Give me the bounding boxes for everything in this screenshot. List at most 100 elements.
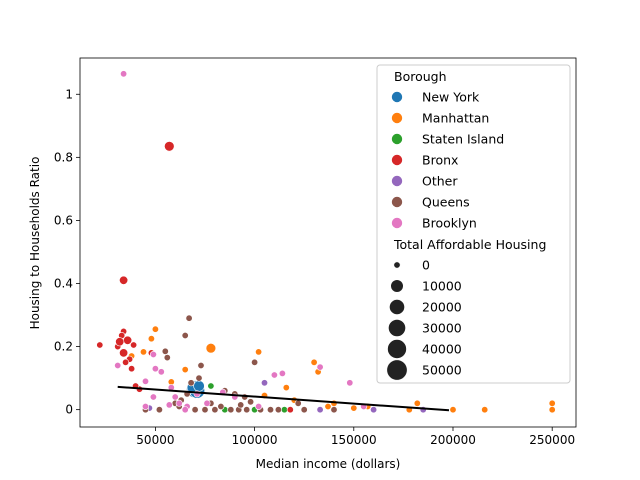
point-bronx-7: [115, 337, 125, 347]
point-brooklyn-1: [149, 350, 157, 358]
point-manhattan-4: [140, 348, 148, 356]
x-tick-label: 50000: [136, 433, 174, 447]
legend-hue-title: Borough: [394, 69, 447, 84]
point-other-0: [260, 379, 268, 387]
legend-label: New York: [422, 90, 480, 105]
point-brooklyn-5: [142, 377, 150, 385]
point-brooklyn-23: [181, 406, 189, 414]
point-manhattan-19: [548, 406, 556, 414]
x-axis-label: Median income (dollars): [256, 457, 401, 471]
legend-size-label: 10000: [422, 279, 462, 294]
legend-frame: [376, 64, 571, 384]
legend-size-marker: [386, 359, 408, 381]
legend-marker: [391, 133, 403, 145]
legend-marker: [391, 196, 403, 208]
point-queens-28: [237, 401, 245, 409]
point-brooklyn-21: [142, 402, 150, 410]
legend-marker: [391, 112, 403, 124]
point-queens-3: [181, 331, 189, 339]
y-tick-label: 0: [65, 403, 73, 417]
trend-layer: [117, 385, 450, 412]
point-bronx-12: [128, 365, 136, 373]
point-queens-23: [294, 399, 302, 407]
point-other-3: [316, 406, 324, 414]
point-manhattan-20: [548, 399, 556, 407]
legend-size-marker: [389, 299, 405, 315]
y-tick-label: 0.6: [54, 213, 73, 227]
legend-marker: [391, 154, 403, 166]
point-brooklyn-0: [120, 70, 128, 78]
point-brooklyn-14: [278, 369, 286, 377]
point-queens-14: [191, 406, 199, 414]
y-axis-label: Housing to Households Ratio: [28, 157, 42, 330]
point-queens-19: [243, 406, 251, 414]
legend-marker: [391, 91, 403, 103]
legend-label: Queens: [422, 195, 470, 210]
point-brooklyn-22: [149, 393, 157, 401]
point-queens-27: [217, 402, 225, 410]
legend-size-marker: [387, 339, 407, 359]
x-tick-label: 100000: [232, 433, 278, 447]
point-new-york-3: [193, 380, 205, 392]
point-manhattan-3: [255, 348, 263, 356]
point-queens-24: [330, 406, 338, 414]
point-bronx-9: [119, 348, 129, 358]
point-manhattan-17: [449, 406, 457, 414]
x-tick-label: 250000: [529, 433, 575, 447]
y-tick-label: 1: [65, 87, 73, 101]
legend-size-title: Total Affordable Housing: [393, 237, 546, 252]
point-queens-22: [274, 406, 282, 414]
legend-size-label: 0: [422, 258, 430, 273]
y-tick-label: 0.2: [54, 340, 73, 354]
legend-size-label: 50000: [422, 363, 462, 378]
point-bronx-8: [130, 341, 138, 349]
y-tick-label: 0.4: [54, 277, 73, 291]
legend-size-marker: [393, 261, 401, 269]
point-brooklyn-7: [171, 393, 179, 401]
y-tick-label: 0.8: [54, 150, 73, 164]
point-manhattan-0: [151, 325, 159, 333]
legend-size-marker: [388, 319, 406, 337]
point-brooklyn-20: [255, 402, 263, 410]
point-staten-island-1: [280, 406, 288, 414]
points-layer: [96, 70, 556, 414]
point-queens-1: [161, 347, 169, 355]
point-brooklyn-2: [151, 365, 159, 373]
point-queens-15: [201, 406, 209, 414]
point-queens-17: [227, 406, 235, 414]
point-manhattan-10: [282, 384, 290, 392]
point-bronx-1: [119, 275, 129, 285]
point-bronx-5: [96, 341, 104, 349]
x-ticks: 50000 100000 150000 200000 250000: [136, 427, 575, 447]
legend-label: Staten Island: [422, 132, 504, 147]
point-manhattan-2: [205, 343, 217, 354]
point-queens-5: [251, 358, 259, 366]
point-manhattan-18: [481, 406, 489, 414]
legend-marker: [391, 217, 403, 229]
point-queens-4: [197, 361, 205, 369]
point-brooklyn-8: [175, 399, 183, 407]
point-manhattan-8: [310, 358, 318, 366]
point-queens-29: [247, 398, 255, 406]
legend-size-entries: 0 10000 20000 30000 40000 50000: [386, 258, 462, 381]
point-brooklyn-9: [165, 401, 173, 409]
point-queens-0: [185, 314, 193, 322]
point-queens-2: [163, 354, 171, 362]
point-brooklyn-13: [270, 371, 278, 379]
trend-line: [117, 385, 450, 412]
legend-label: Brooklyn: [422, 216, 477, 231]
point-manhattan-7: [181, 366, 189, 374]
legend-label: Other: [422, 174, 458, 189]
point-staten-island-0: [207, 382, 215, 390]
x-tick-label: 150000: [331, 433, 377, 447]
point-brooklyn-4: [157, 368, 165, 376]
point-manhattan-1: [147, 335, 155, 343]
point-bronx-0: [164, 141, 175, 152]
point-bronx-4: [123, 335, 133, 345]
point-other-2: [370, 406, 378, 414]
legend-label: Manhattan: [422, 111, 489, 126]
point-queens-21: [266, 406, 274, 414]
x-tick-label: 200000: [430, 433, 476, 447]
point-queens-16: [211, 406, 219, 414]
